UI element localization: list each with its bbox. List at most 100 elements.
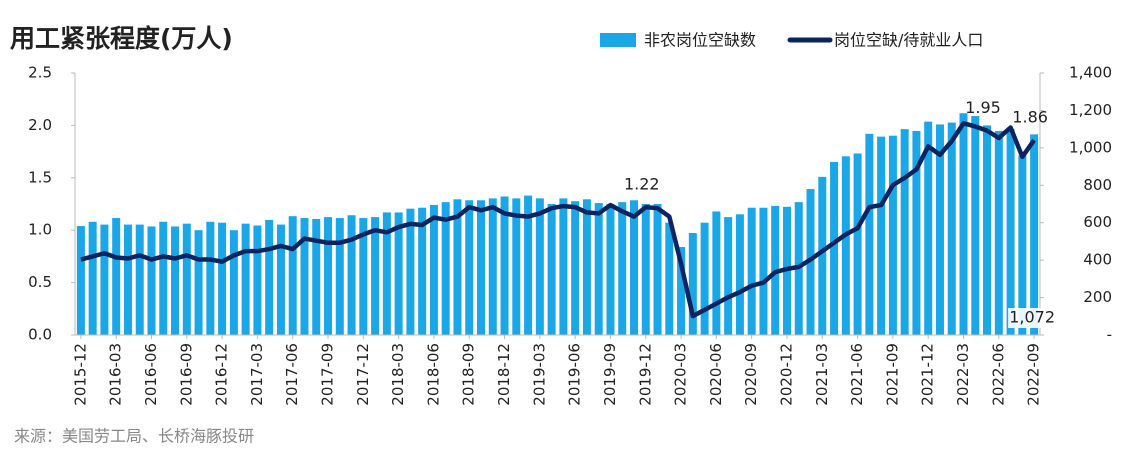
- y2-tick-label: 200: [1083, 288, 1112, 306]
- bar: [241, 223, 250, 335]
- x-tick-label: 2017-06: [283, 343, 301, 406]
- legend-swatch: [600, 33, 636, 47]
- bar: [371, 217, 380, 335]
- y2-tick-label: 400: [1083, 251, 1112, 269]
- bar: [324, 217, 333, 335]
- x-tick-label: 2018-12: [495, 343, 513, 406]
- bar: [818, 176, 827, 335]
- value-label: 1.95: [965, 98, 1001, 117]
- bar: [218, 222, 227, 335]
- source-note: 来源：美国劳工局、长桥海豚投研: [14, 427, 254, 446]
- bar: [618, 202, 627, 335]
- x-tick-label: 2021-03: [813, 343, 831, 406]
- x-tick-label: 2016-06: [142, 343, 160, 406]
- bar: [1018, 155, 1027, 335]
- y2-tick-label: 1,400: [1069, 64, 1112, 82]
- bar: [512, 198, 521, 335]
- bar: [76, 226, 85, 335]
- y2-tick-label: 1,200: [1069, 101, 1112, 119]
- bar: [594, 203, 603, 335]
- x-tick-label: 2019-09: [601, 343, 619, 406]
- bar: [288, 216, 297, 335]
- x-tick-label: 2021-12: [919, 343, 937, 406]
- x-tick-label: 2022-03: [954, 343, 972, 406]
- bar: [912, 131, 921, 335]
- x-tick-label: 2017-09: [319, 343, 337, 406]
- bar: [147, 226, 156, 335]
- bar: [582, 199, 591, 335]
- bar: [206, 221, 215, 335]
- bar: [841, 156, 850, 335]
- bar: [830, 161, 839, 335]
- bar: [947, 122, 956, 335]
- x-tick-label: 2017-12: [354, 343, 372, 406]
- bar: [335, 218, 344, 335]
- y-tick-label: 2.5: [28, 64, 52, 82]
- bar: [135, 224, 144, 335]
- bar: [606, 204, 615, 335]
- y2-tick-label: 600: [1083, 213, 1112, 231]
- bar: [394, 212, 403, 335]
- x-tick-label: 2021-06: [848, 343, 866, 406]
- bar: [971, 116, 980, 336]
- bar: [100, 224, 109, 335]
- bar: [171, 226, 180, 335]
- x-tick-label: 2016-12: [213, 343, 231, 406]
- legend-label: 非农岗位空缺数: [644, 31, 756, 50]
- x-tick-label: 2022-09: [1025, 343, 1043, 406]
- x-tick-label: 2021-09: [883, 343, 901, 406]
- bar: [265, 219, 274, 335]
- bar: [924, 121, 933, 336]
- x-tick-label: 2018-06: [424, 343, 442, 406]
- chart-title: 用工紧张程度(万人): [10, 24, 233, 53]
- bar: [900, 129, 909, 335]
- bar: [983, 125, 992, 336]
- bar: [559, 198, 568, 335]
- bar: [347, 215, 356, 335]
- x-tick-label: 2018-09: [460, 343, 478, 406]
- x-tick-label: 2019-03: [530, 343, 548, 406]
- x-tick-label: 2016-03: [107, 343, 125, 406]
- legend-label: 岗位空缺/待就业人口: [834, 31, 983, 50]
- bar: [1006, 129, 1015, 335]
- value-label: 1.86: [1012, 108, 1048, 127]
- bar: [665, 222, 674, 335]
- x-tick-label: 2016-09: [177, 343, 195, 406]
- bar: [747, 207, 756, 335]
- bar: [500, 196, 509, 335]
- y2-tick-label: 800: [1083, 176, 1112, 194]
- bar: [641, 204, 650, 335]
- y-tick-label: 0.5: [28, 273, 52, 291]
- x-tick-label: 2019-06: [566, 343, 584, 406]
- bar: [547, 204, 556, 335]
- bar: [194, 230, 203, 335]
- bar: [182, 223, 191, 335]
- line: [80, 121, 1036, 319]
- bar: [1030, 134, 1039, 335]
- bar: [418, 207, 427, 335]
- bar: [312, 218, 321, 335]
- bar: [865, 133, 874, 335]
- value-label: 1,072: [1009, 308, 1055, 327]
- x-tick-label: 2018-03: [389, 343, 407, 406]
- bar: [300, 218, 309, 335]
- bar: [477, 200, 486, 335]
- x-tick-label: 2020-12: [777, 343, 795, 406]
- x-tick-label: 2020-03: [672, 343, 690, 406]
- y-tick-label: 0.0: [28, 326, 52, 344]
- bar: [629, 200, 638, 335]
- bar: [653, 204, 662, 335]
- bar: [453, 199, 462, 335]
- y2-tick-label: -: [1107, 326, 1112, 344]
- value-label: 1.22: [624, 175, 660, 194]
- bar: [735, 214, 744, 335]
- bar: [112, 218, 121, 335]
- bar: [488, 198, 497, 335]
- bar: [853, 153, 862, 335]
- x-tick-label: 2015-12: [71, 343, 89, 406]
- x-tick-label: 2017-03: [248, 343, 266, 406]
- y-tick-label: 1.0: [28, 221, 52, 239]
- x-tick-label: 2019-12: [636, 343, 654, 406]
- x-tick-label: 2022-06: [989, 343, 1007, 406]
- bar: [229, 230, 238, 335]
